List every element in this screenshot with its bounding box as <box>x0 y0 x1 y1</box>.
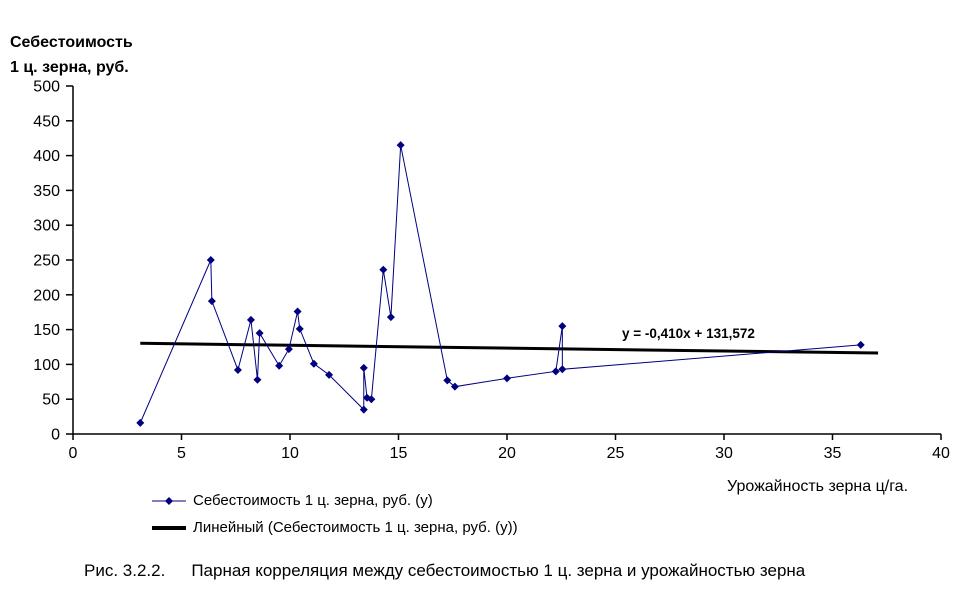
x-tick-label: 0 <box>69 445 78 462</box>
x-tick-label: 5 <box>177 445 186 462</box>
legend-label-series: Себестоимость 1 ц. зерна, руб. (у) <box>193 492 433 509</box>
trend-line <box>140 341 879 355</box>
data-point-marker <box>386 313 395 322</box>
x-tick-label: 10 <box>281 445 299 462</box>
series-legend-icon <box>152 496 186 505</box>
chart-canvas: 0 5 10 15 20 25 30 35 40050100150200250300350400… <box>33 79 950 463</box>
data-point-marker <box>275 361 284 370</box>
x-axis-label: Урожайность зерна ц/га. <box>727 478 909 495</box>
data-point-marker <box>379 265 388 274</box>
data-point-marker <box>253 375 262 384</box>
legend-item-series: Себестоимость 1 ц. зерна, руб. (у) <box>152 487 518 514</box>
y-tick-label: 250 <box>33 253 60 270</box>
data-point-marker <box>233 365 242 374</box>
data-point-marker <box>255 329 264 338</box>
data-point-marker <box>367 395 376 404</box>
figure-caption: Рис. 3.2.2. Парная корреляция между себес… <box>84 561 805 581</box>
data-point-marker <box>293 307 302 316</box>
data-point-marker <box>359 405 368 414</box>
y-axis-title-line2: 1 ц. зерна, руб. <box>10 59 129 76</box>
y-tick-label: 200 <box>33 287 60 304</box>
y-tick-label: 300 <box>33 218 60 235</box>
figure-caption-text: Парная корреляция между себестоимостью 1… <box>191 561 806 580</box>
x-tick-label: 40 <box>932 445 950 462</box>
data-point-marker <box>856 340 865 349</box>
data-point-marker <box>284 345 293 354</box>
y-axis-title-line1: Себестоимость <box>10 34 133 51</box>
data-point-marker <box>207 297 216 306</box>
figure-caption-number: Рис. 3.2.2. <box>84 561 166 580</box>
legend-label-trend: Линейный (Себестоимость 1 ц. зерна, руб.… <box>193 519 518 536</box>
x-tick-label: 25 <box>607 445 625 462</box>
data-point-marker <box>325 370 334 379</box>
data-point-marker <box>136 418 145 427</box>
data-point-marker <box>396 141 405 150</box>
data-point-marker <box>443 376 452 385</box>
y-tick-label: 50 <box>42 392 60 409</box>
x-tick-label: 15 <box>390 445 408 462</box>
diamond-marker-icon <box>165 496 173 505</box>
data-point-marker <box>503 374 511 383</box>
data-point-marker <box>295 324 304 333</box>
y-tick-label: 400 <box>33 148 60 165</box>
y-tick-label: 0 <box>51 427 60 444</box>
data-point-marker <box>206 256 215 264</box>
trendline-equation: y = -0,410x + 131,572 <box>622 326 755 341</box>
data-point-marker <box>558 365 567 374</box>
y-tick-label: 100 <box>33 357 60 374</box>
y-tick-label: 500 <box>33 79 60 96</box>
y-tick-label: 150 <box>33 322 60 339</box>
data-point-marker <box>558 322 567 331</box>
trend-legend-icon <box>152 525 186 530</box>
data-point-marker <box>551 367 560 376</box>
y-tick-label: 450 <box>33 113 60 130</box>
data-point-marker <box>246 315 255 324</box>
series-line <box>139 145 861 424</box>
legend: Себестоимость 1 ц. зерна, руб. (у) Линей… <box>152 487 518 541</box>
x-tick-label: 35 <box>824 445 842 462</box>
data-point-marker <box>309 359 318 368</box>
x-tick-label: 20 <box>498 445 516 462</box>
data-point-marker <box>359 363 368 372</box>
legend-item-trend: Линейный (Себестоимость 1 ц. зерна, руб.… <box>152 514 518 541</box>
y-axis-title: Себестоимость 1 ц. зерна, руб. <box>10 30 133 80</box>
data-point-marker <box>450 382 459 391</box>
y-tick-label: 350 <box>33 183 60 200</box>
x-tick-label: 30 <box>715 445 733 462</box>
